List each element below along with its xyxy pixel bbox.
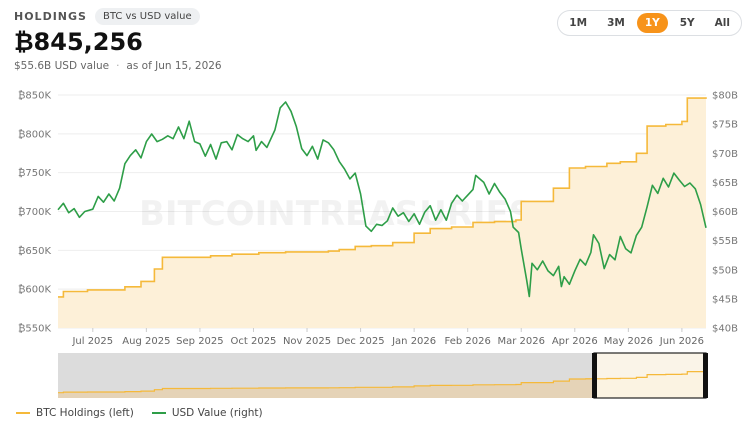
btc-area-path — [58, 97, 706, 328]
summary-line: $55.6B USD value · as of Jun 15, 2026 — [14, 60, 222, 72]
left-axis-tick-label: ₿700K — [18, 206, 51, 218]
right-axis-tick-label: $45B — [712, 294, 738, 305]
right-axis-tick-label: $70B — [712, 149, 738, 160]
time-range-selector: 1M 3M 1Y 5Y All — [557, 10, 742, 36]
btc-holdings-line-group — [58, 97, 707, 298]
legend-swatch-btc — [16, 412, 30, 414]
legend-swatch-usd — [151, 412, 166, 414]
x-axis-tick-label: Jun 2026 — [659, 336, 704, 347]
as-of-date: as of Jun 15, 2026 — [126, 60, 222, 72]
range-button-1y[interactable]: 1Y — [636, 13, 668, 33]
left-axis-tick-label: ₿750K — [18, 167, 51, 179]
legend-label-btc: BTC Holdings (left) — [36, 407, 134, 419]
x-axis-tick-label: Aug 2025 — [122, 336, 170, 347]
x-axis-tick-label: Nov 2025 — [283, 336, 331, 347]
chart-legend: BTC Holdings (left) USD Value (right) — [16, 407, 263, 419]
x-axis-tick-label: Feb 2026 — [445, 336, 491, 347]
x-axis-tick-label: May 2026 — [604, 336, 653, 347]
navigator-area — [58, 371, 706, 398]
left-axis-tick-label: ₿800K — [18, 128, 51, 140]
right-axis-tick-label: $50B — [712, 265, 738, 276]
range-button-1m[interactable]: 1M — [569, 17, 588, 29]
right-axis-ticks: $40B $45B $50B $55B $60B $65B $70B $75B $80B — [712, 91, 738, 335]
x-axis-tick-label: Sep 2025 — [176, 336, 223, 347]
btc-holdings-value: ₿845,256 — [14, 28, 143, 56]
left-axis-tick-label: ₿850K — [18, 90, 51, 102]
right-axis-tick-label: $80B — [712, 91, 738, 102]
navigator-left-handle — [592, 353, 597, 398]
range-button-5y[interactable]: 5Y — [679, 17, 695, 29]
btc-area-fill — [58, 97, 706, 328]
range-button-3m[interactable]: 3M — [607, 17, 625, 29]
right-axis-tick-label: $75B — [712, 120, 738, 131]
x-axis-tick-label: Jan 2026 — [391, 336, 436, 347]
navigator-selection — [593, 352, 707, 399]
x-axis-tick-label: Apr 2026 — [552, 336, 598, 347]
separator-dot: · — [116, 60, 120, 72]
btc-holdings-line — [58, 97, 707, 298]
navigator-selection-line — [585, 371, 707, 380]
x-axis-tick-label: Jul 2025 — [71, 336, 113, 347]
holdings-title: HOLDINGS — [14, 10, 87, 23]
left-axis-tick-label: ₿550K — [18, 323, 51, 335]
left-axis-tick-label: ₿650K — [18, 245, 51, 257]
right-axis-tick-label: $40B — [712, 324, 738, 335]
usd-value-line — [57, 101, 707, 298]
x-axis-tick-label: Mar 2026 — [497, 336, 545, 347]
x-axis-tick-label: Dec 2025 — [337, 336, 385, 347]
x-axis-ticks: Jul 2025 Aug 2025 Sep 2025 Oct 2025 Nov 2025… — [71, 328, 704, 347]
legend-item-usd[interactable]: USD Value (right) — [151, 407, 263, 419]
comparison-badge: BTC vs USD value — [94, 8, 200, 25]
x-axis-tick-label: Oct 2025 — [231, 336, 277, 347]
legend-item-btc[interactable]: BTC Holdings (left) — [16, 407, 134, 419]
left-axis-ticks: ₿550K ₿600K ₿650K ₿700K ₿750K ₿800K ₿850K — [18, 90, 51, 335]
right-axis-tick-label: $65B — [712, 178, 738, 189]
legend-label-usd: USD Value (right) — [171, 407, 263, 419]
left-axis-tick-label: ₿600K — [18, 284, 51, 296]
range-navigator[interactable] — [58, 352, 708, 399]
right-axis-tick-label: $60B — [712, 207, 738, 218]
right-axis-tick-label: $55B — [712, 236, 738, 247]
usd-value-text: $55.6B USD value — [14, 60, 110, 72]
range-button-all[interactable]: All — [714, 17, 730, 29]
navigator-right-handle — [703, 353, 708, 398]
usd-value-line-group — [57, 101, 707, 298]
header-row: HOLDINGS BTC vs USD value — [14, 8, 200, 25]
